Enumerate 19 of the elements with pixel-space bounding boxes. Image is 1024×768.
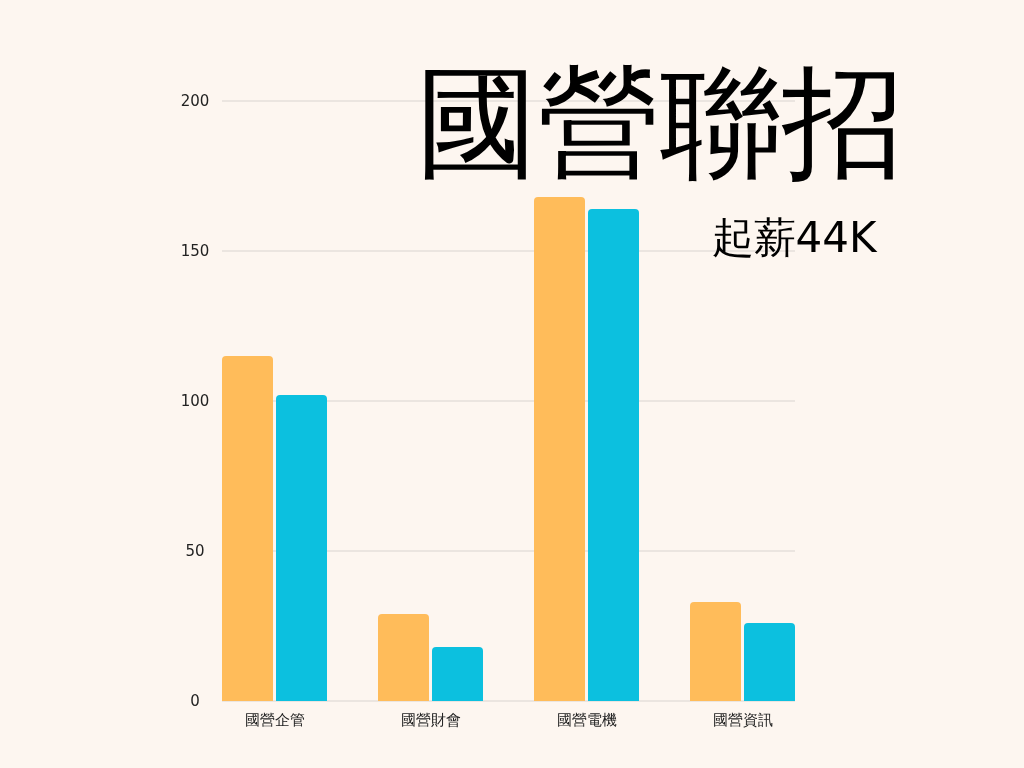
bar <box>276 395 327 701</box>
text: 起薪44K <box>711 213 878 262</box>
bar <box>534 197 585 701</box>
chart-title: 國營聯招 <box>416 52 904 194</box>
y-tick-label: 200 <box>180 92 210 110</box>
y-tick-label: 50 <box>185 542 205 560</box>
x-tick-label: 國營資訊 <box>712 711 773 729</box>
y-tick-label: 100 <box>180 392 210 410</box>
bar <box>378 614 429 701</box>
x-tick-label: 國營電機 <box>556 711 617 729</box>
y-tick-label: 0 <box>190 692 200 710</box>
x-tick-label: 國營企管 <box>244 711 305 729</box>
bar <box>222 356 273 701</box>
bar <box>432 647 483 701</box>
bar <box>588 209 639 701</box>
bar <box>690 602 741 701</box>
bar <box>744 623 795 701</box>
x-tick-label: 國營財會 <box>400 711 461 729</box>
y-tick-label: 150 <box>180 242 210 260</box>
